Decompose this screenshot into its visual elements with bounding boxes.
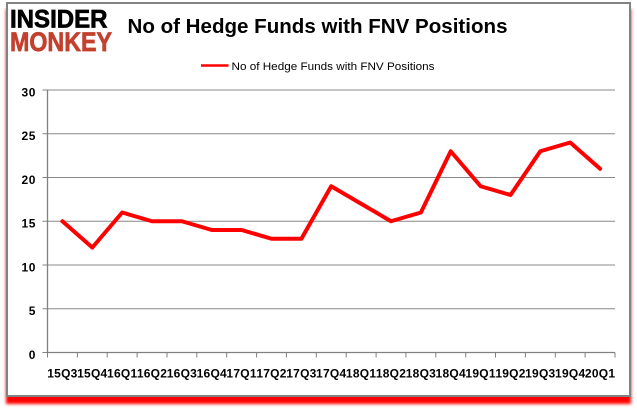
svg-text:5: 5 [29,304,36,318]
svg-text:15: 15 [21,217,36,231]
svg-text:20: 20 [21,173,36,187]
svg-text:16Q1: 16Q1 [107,367,137,381]
svg-text:0: 0 [29,348,36,362]
svg-text:19Q3: 19Q3 [525,367,555,381]
svg-text:10: 10 [21,260,36,274]
svg-text:18Q1: 18Q1 [346,367,376,381]
svg-text:25: 25 [21,129,36,143]
svg-text:19Q4: 19Q4 [555,367,585,381]
svg-text:17Q1: 17Q1 [226,367,256,381]
svg-text:18Q3: 18Q3 [406,367,436,381]
svg-text:17Q4: 17Q4 [316,367,346,381]
svg-text:17Q3: 17Q3 [286,367,316,381]
svg-text:19Q1: 19Q1 [465,367,495,381]
svg-text:15Q4: 15Q4 [77,367,107,381]
svg-text:20Q1: 20Q1 [585,367,615,381]
svg-text:16Q3: 16Q3 [167,367,197,381]
svg-text:16Q2: 16Q2 [137,367,167,381]
svg-text:16Q4: 16Q4 [197,367,227,381]
svg-text:MONKEY: MONKEY [10,27,112,57]
svg-text:No of Hedge Funds with FNV Pos: No of Hedge Funds with FNV Positions [232,61,436,73]
svg-text:18Q2: 18Q2 [376,367,406,381]
svg-text:No of Hedge Funds with FNV Pos: No of Hedge Funds with FNV Positions [128,16,508,38]
svg-text:17Q2: 17Q2 [256,367,286,381]
svg-text:INSIDER: INSIDER [10,6,108,34]
svg-text:30: 30 [21,85,36,99]
svg-text:18Q4: 18Q4 [436,367,466,381]
svg-text:15Q3: 15Q3 [47,367,77,381]
svg-text:19Q2: 19Q2 [495,367,525,381]
